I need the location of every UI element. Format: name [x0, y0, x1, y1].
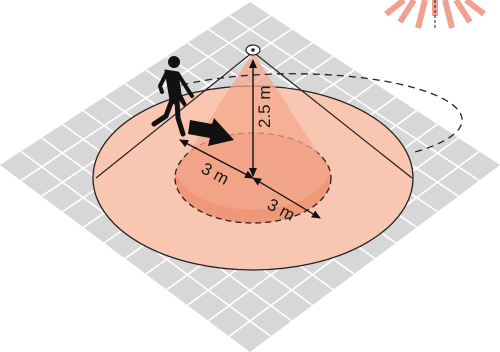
- radius-dimension-left: [179, 139, 254, 179]
- walking-person-icon: [151, 56, 194, 137]
- detection-rays-icon: [384, 0, 486, 30]
- ceiling-range-arc: [169, 73, 463, 153]
- direction-arrow-icon: [188, 118, 234, 146]
- radius-dimension-right: [252, 177, 321, 219]
- outer-range-line-left: [95, 51, 254, 179]
- mount-height-label: 2.5 m: [255, 85, 274, 128]
- motion-sensor-icon: [245, 44, 261, 56]
- outer-range-line-right: [252, 51, 413, 179]
